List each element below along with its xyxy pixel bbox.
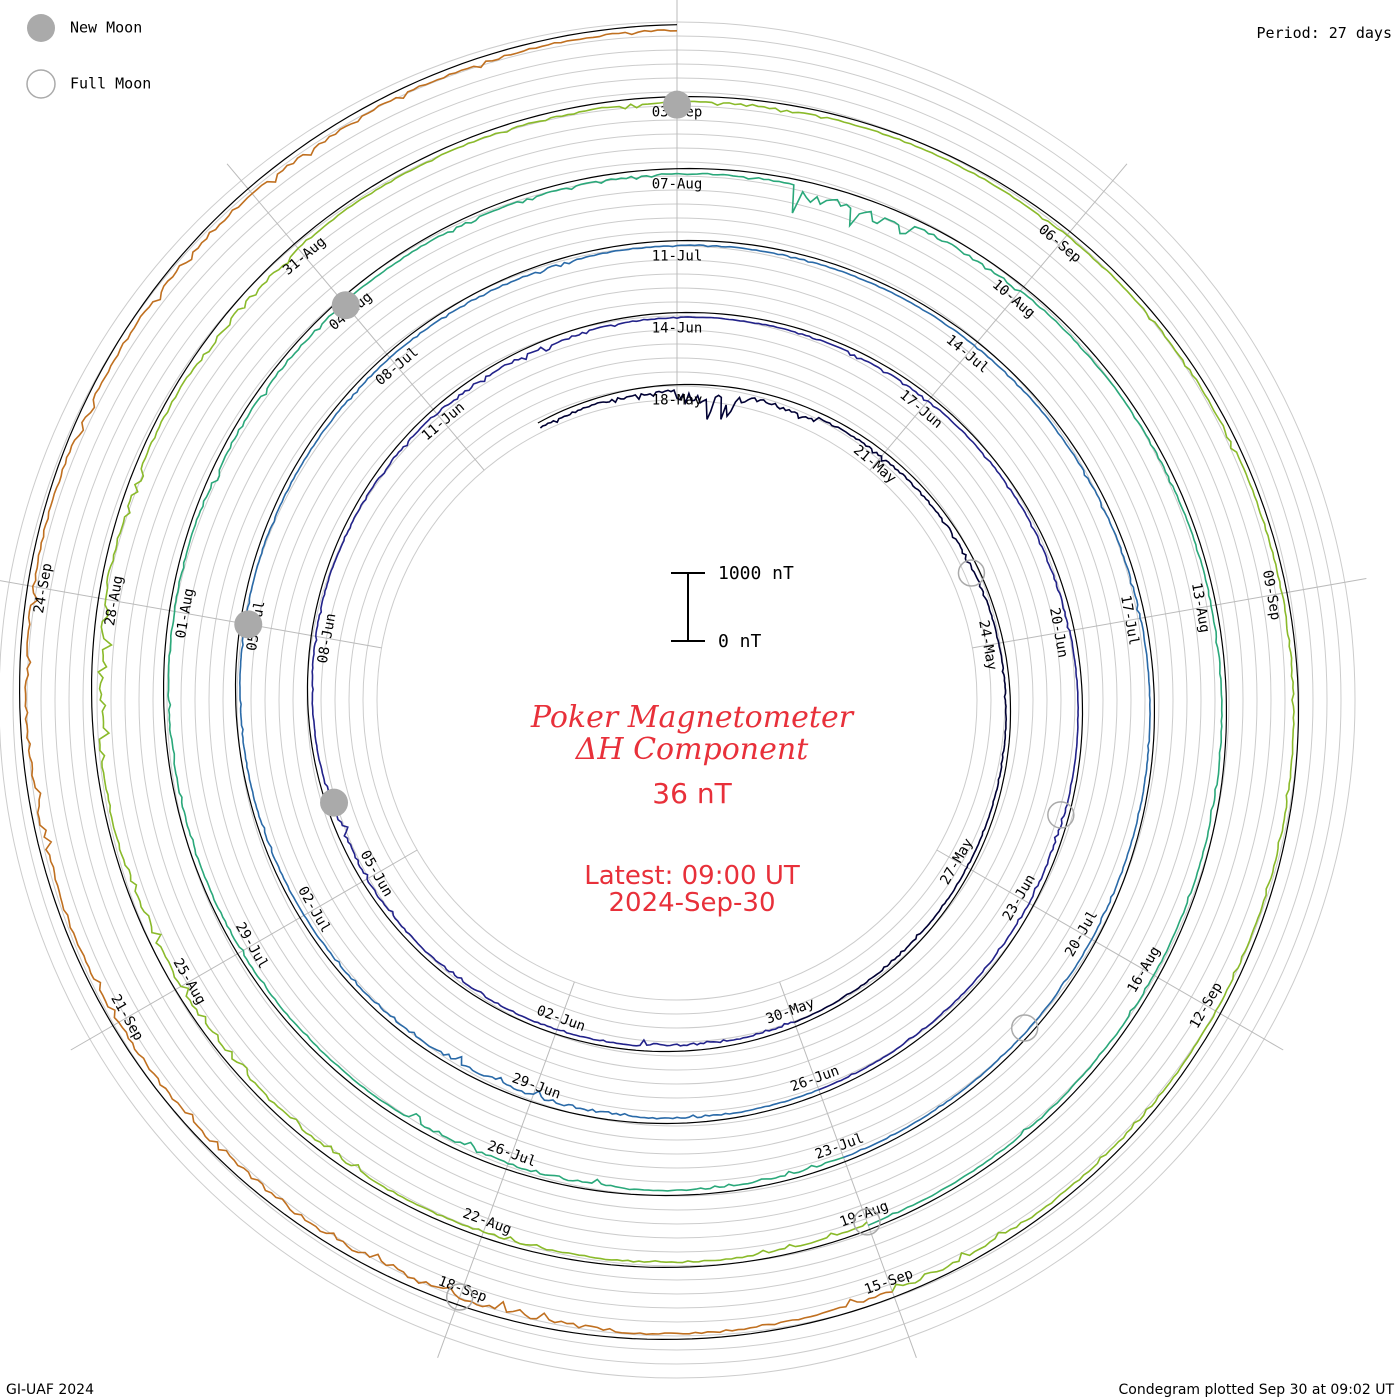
new-moon-marker	[234, 610, 263, 639]
day-spoke	[226, 163, 485, 471]
date-tick-label: 26-Jul	[485, 1138, 538, 1170]
date-tick-label: 18-May	[652, 393, 703, 409]
date-tick-label: 11-Jul	[652, 249, 703, 265]
chart-title: Poker Magnetometer	[530, 700, 855, 735]
day-spoke	[972, 577, 1367, 649]
latest-date: 2024-Sep-30	[608, 888, 775, 918]
full-moon-marker	[1047, 801, 1075, 829]
trace-line	[311, 316, 1080, 1091]
new-moon-legend-label: New Moon	[70, 19, 142, 37]
trace-line	[539, 388, 1008, 1024]
date-tick-label: 14-Jun	[652, 321, 703, 337]
trace-line	[167, 172, 1223, 1227]
full-moon-marker	[957, 559, 986, 587]
date-tick-label: 16-Aug	[1124, 944, 1163, 996]
date-tick-label: 31-Aug	[280, 234, 329, 279]
trace-line	[24, 29, 893, 1336]
date-tick-label: 28-Aug	[102, 574, 127, 627]
footer-credit: GI-UAF 2024	[6, 1382, 94, 1398]
new-moon-marker	[320, 788, 349, 817]
center-title-block: Poker Magnetometer ΔH Component 36 nT La…	[530, 700, 855, 918]
data-traces	[24, 29, 1295, 1336]
date-tick-label: 18-Sep	[436, 1273, 489, 1305]
day-spoke	[869, 163, 1128, 471]
day-spokes	[0, 0, 1367, 1358]
baseline-spiral-path	[18, 24, 1299, 1341]
scale-bar: 1000 nT 0 nT	[671, 563, 794, 652]
period-label: Period: 27 days	[1257, 24, 1392, 42]
full-moon-marker	[853, 1208, 881, 1236]
date-tick-label: 29-Jun	[510, 1070, 563, 1102]
scale-bar-bottom-label: 0 nT	[718, 631, 762, 652]
date-tick-label: 24-May	[975, 619, 1000, 672]
date-tick-label: 20-Jun	[1046, 606, 1071, 659]
full-moon-legend-label: Full Moon	[70, 75, 151, 93]
baseline-spiral	[18, 24, 1299, 1341]
date-tick-label: 24-Sep	[31, 562, 56, 615]
date-tick-label: 12-Sep	[1187, 980, 1226, 1032]
new-moon-legend-icon	[27, 14, 55, 42]
trace-line	[97, 100, 1295, 1292]
date-tick-label: 07-Aug	[652, 177, 703, 193]
latest-time: Latest: 09:00 UT	[584, 861, 800, 891]
day-spoke	[936, 849, 1284, 1051]
full-moon-marker	[445, 1283, 474, 1311]
chart-subtitle: ΔH Component	[575, 732, 809, 767]
full-moon-legend-icon	[26, 69, 56, 99]
new-moon-marker	[331, 291, 360, 320]
scale-bar-top-label: 1000 nT	[718, 563, 794, 584]
moon-markers	[234, 90, 1075, 1311]
trace-line	[238, 244, 1151, 1159]
new-moon-marker	[663, 90, 691, 119]
legend: New Moon Full Moon	[26, 14, 151, 99]
date-tick-label: 09-Sep	[1259, 569, 1284, 622]
day-spoke	[779, 981, 917, 1358]
current-value: 36 nT	[652, 777, 732, 810]
full-moon-marker	[1010, 1014, 1039, 1042]
day-spoke	[437, 981, 575, 1358]
footer-plot-time: Condegram plotted Sep 30 at 09:02 UT	[1118, 1382, 1394, 1398]
